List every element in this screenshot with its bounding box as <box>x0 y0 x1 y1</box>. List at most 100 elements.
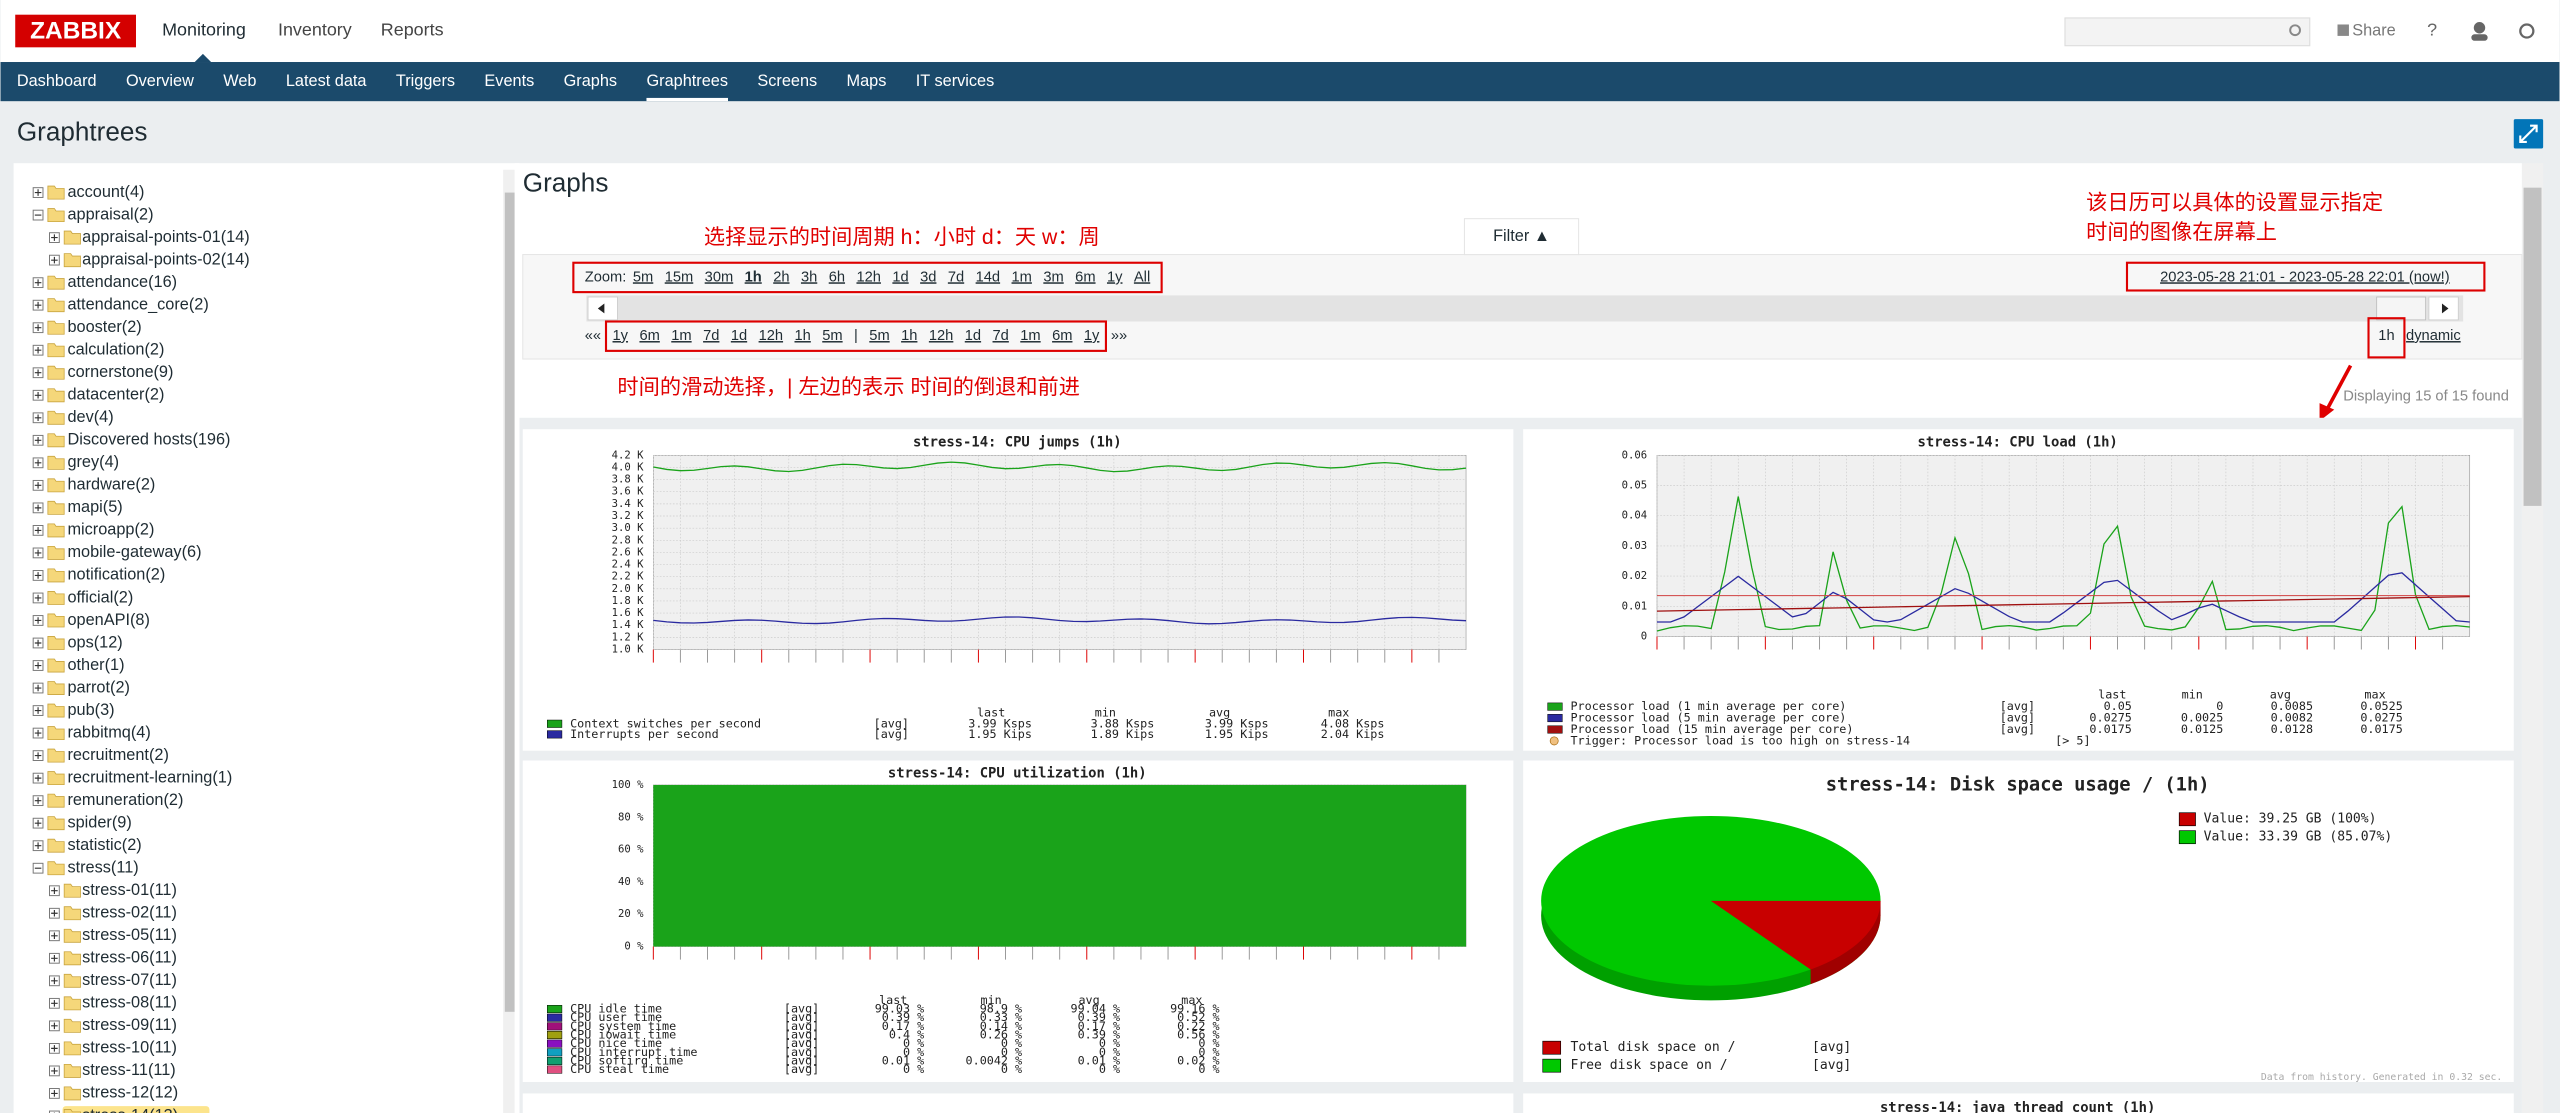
filter-tab-label[interactable]: Filter ▲ <box>1493 227 1550 245</box>
back-option[interactable]: 1h <box>794 328 810 344</box>
tree-item[interactable]: stress-07(11) <box>82 971 177 989</box>
tree-item[interactable]: remuneration(2) <box>67 791 183 809</box>
tree-item[interactable]: stress-10(11) <box>82 1039 177 1057</box>
share[interactable]: Share <box>2352 21 2396 39</box>
tree-item[interactable]: stress-06(11) <box>82 949 177 967</box>
tree-item[interactable]: stress-08(11) <box>82 994 177 1012</box>
tree-item[interactable]: stress-14(13) <box>82 1106 178 1113</box>
tree-item[interactable]: spider(9) <box>67 813 131 831</box>
help[interactable]: ? <box>2427 20 2437 40</box>
period[interactable]: 2023-05-28 21:01 - 2023-05-28 22:01 (now… <box>2160 269 2450 285</box>
back-option[interactable]: 1d <box>731 328 747 344</box>
zoom-option[interactable]: 7d <box>948 269 964 285</box>
tree-item[interactable]: openAPI(8) <box>67 611 149 629</box>
tree-item[interactable]: recruitment(2) <box>67 746 168 764</box>
tree-item[interactable]: official(2) <box>67 588 133 606</box>
zoom-option[interactable]: 6h <box>829 269 845 285</box>
tree-item[interactable]: grey(4) <box>67 453 119 471</box>
tree-item[interactable]: stress(11) <box>67 859 138 877</box>
back-option[interactable]: 1m <box>671 328 691 344</box>
forward-option[interactable]: 1y <box>1084 328 1100 344</box>
tree-item[interactable]: appraisal(2) <box>67 205 153 223</box>
tree-item[interactable]: stress-02(11) <box>82 904 177 922</box>
forward-option[interactable]: 1m <box>1020 328 1040 344</box>
zoom-option[interactable]: 3m <box>1043 269 1063 285</box>
forward-option[interactable]: 12h <box>929 328 953 344</box>
zoom-option[interactable]: 2h <box>773 269 789 285</box>
back-option[interactable]: 12h <box>759 328 783 344</box>
main-menu-item[interactable]: Monitoring <box>162 20 246 40</box>
zoom-option[interactable]: All <box>1134 269 1150 285</box>
subnav-item[interactable]: Graphs <box>564 72 617 90</box>
zoom-option[interactable]: 1y <box>1107 269 1123 285</box>
back-option[interactable]: 1y <box>613 328 629 344</box>
zoom-option[interactable]: 6m <box>1075 269 1095 285</box>
tree-item[interactable]: stress-12(12) <box>82 1084 178 1102</box>
subnav-item[interactable]: IT services <box>916 72 994 90</box>
zoom-option[interactable]: 5m <box>633 269 653 285</box>
back-option[interactable]: 5m <box>822 328 842 344</box>
tree-item[interactable]: stress-01(11) <box>82 881 177 899</box>
tree-item[interactable]: account(4) <box>67 183 144 201</box>
zoom-option[interactable]: 12h <box>856 269 880 285</box>
main-menu-item[interactable]: Reports <box>381 20 444 40</box>
tree-item[interactable]: other(1) <box>67 656 124 674</box>
tree-item[interactable]: recruitment-learning(1) <box>67 768 232 786</box>
tree-item[interactable]: parrot(2) <box>67 678 130 696</box>
zoom-option[interactable]: 3h <box>801 269 817 285</box>
forward-arrow[interactable]: »» <box>1111 328 1127 344</box>
back-option[interactable]: 6m <box>639 328 659 344</box>
tree-item[interactable]: stress-09(11) <box>82 1016 177 1034</box>
subnav-item[interactable]: Graphtrees <box>646 72 728 90</box>
main-menu-item[interactable]: Inventory <box>278 20 352 40</box>
zoom-option[interactable]: 1m <box>1012 269 1032 285</box>
tree-item[interactable]: dev(4) <box>67 408 113 426</box>
zoom-option[interactable]: 14d <box>976 269 1000 285</box>
back-arrow[interactable]: «« <box>585 328 601 344</box>
tree-item[interactable]: appraisal-points-01(14) <box>82 228 250 246</box>
forward-option[interactable]: 5m <box>869 328 889 344</box>
tree-item[interactable]: pub(3) <box>67 701 114 719</box>
tree-item[interactable]: notification(2) <box>67 566 165 584</box>
subnav-item[interactable]: Maps <box>847 72 887 90</box>
dynamic[interactable]: dynamic <box>2406 328 2461 344</box>
tree-item[interactable]: calculation(2) <box>67 341 164 359</box>
zoom-option[interactable]: 1d <box>892 269 908 285</box>
back-option[interactable]: 7d <box>703 328 719 344</box>
tree-item[interactable]: stress-05(11) <box>82 926 177 944</box>
subnav-item[interactable]: Dashboard <box>17 72 97 90</box>
subnav-item[interactable]: Triggers <box>396 72 455 90</box>
zoom-option[interactable]: 3d <box>920 269 936 285</box>
zoom-option[interactable]: 15m <box>665 269 694 285</box>
tree-item[interactable]: cornerstone(9) <box>67 363 173 381</box>
tree-item[interactable]: rabbitmq(4) <box>67 723 150 741</box>
tree-item[interactable]: ops(12) <box>67 633 122 651</box>
tree-item[interactable]: mapi(5) <box>67 498 122 516</box>
forward-option[interactable]: 1h <box>901 328 917 344</box>
subnav-item[interactable]: Latest data <box>286 72 368 90</box>
tree-item[interactable]: booster(2) <box>67 318 141 336</box>
tree-item[interactable]: microapp(2) <box>67 521 154 539</box>
tree-item[interactable]: statistic(2) <box>67 836 141 854</box>
tree-item[interactable]: attendance(16) <box>67 273 177 291</box>
forward-option[interactable]: 1d <box>965 328 981 344</box>
subnav-item[interactable]: Events <box>484 72 534 90</box>
zoom-option[interactable]: 1h <box>745 269 762 285</box>
tree-item[interactable]: hardware(2) <box>67 476 155 494</box>
separator[interactable]: | <box>854 328 858 344</box>
subnav-item[interactable]: Overview <box>126 72 194 90</box>
subnav-item[interactable]: Screens <box>757 72 817 90</box>
active-marker <box>194 53 212 63</box>
forward-option[interactable]: 7d <box>993 328 1009 344</box>
tree-item[interactable]: attendance_core(2) <box>67 295 208 313</box>
forward-option[interactable]: 6m <box>1052 328 1072 344</box>
subnav-item[interactable]: Web <box>223 72 256 90</box>
tree-item[interactable]: mobile-gateway(6) <box>67 543 201 561</box>
tree-item[interactable]: appraisal-points-02(14) <box>82 250 250 268</box>
tree-item[interactable]: stress-11(11) <box>82 1061 176 1079</box>
zoom-option[interactable]: 30m <box>705 269 734 285</box>
tree-item[interactable]: datacenter(2) <box>67 386 164 404</box>
tree-item[interactable]: Discovered hosts(196) <box>67 431 230 449</box>
legend-swatch <box>1547 725 1563 734</box>
